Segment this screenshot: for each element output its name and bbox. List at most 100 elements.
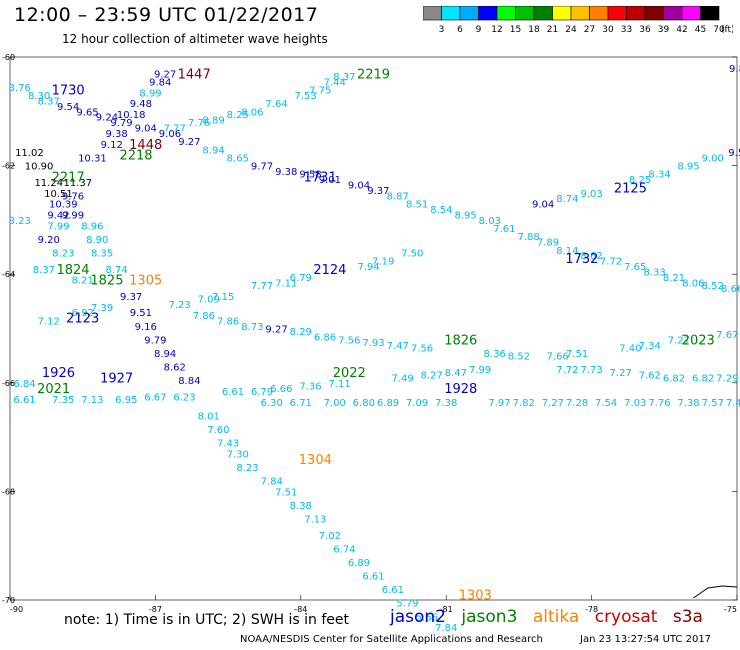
- map-frame: [9, 56, 738, 601]
- pass-time-label: 1730: [52, 84, 85, 99]
- wave-height-value: 7.29: [716, 373, 738, 384]
- wave-height-value: 7.76: [188, 118, 210, 129]
- wave-height-value: 7.94: [358, 262, 380, 273]
- wave-height-value: 8.95: [677, 162, 699, 173]
- wave-height-value: 7.73: [580, 365, 602, 376]
- wave-height-value: 8.87: [387, 191, 409, 202]
- wave-height-value: 7.86: [193, 311, 215, 322]
- lon-tick-label: -87: [149, 605, 162, 614]
- wave-height-value: 8.74: [556, 194, 578, 205]
- wave-height-value: 7.47: [387, 341, 409, 352]
- wave-height-value: 9.77: [251, 162, 273, 173]
- mission-jason3: jason3: [461, 607, 518, 627]
- wave-height-value: 9.37: [120, 292, 142, 303]
- wave-height-value: 9.01: [319, 175, 341, 186]
- wave-height-value: 7.51: [566, 349, 588, 360]
- wave-height-value: 6.82: [663, 373, 685, 384]
- wave-height-value: 8.29: [290, 327, 312, 338]
- colorbar-tick-label: 18: [528, 25, 540, 35]
- wave-height-value: 8.84: [178, 376, 200, 387]
- wave-height-value: 9.06: [159, 129, 181, 140]
- wave-height-value: 8.35: [91, 248, 113, 259]
- wave-height-value: 8.95: [454, 210, 476, 221]
- colorbar-unit: (ft): [721, 25, 733, 35]
- wave-height-value: 8.51: [406, 200, 428, 211]
- lon-tick-label: -78: [585, 605, 598, 614]
- wave-height-value: 9.38: [105, 129, 127, 140]
- pass-time-label: 2125: [614, 181, 647, 196]
- colorbar-tick-label: 39: [658, 25, 670, 35]
- wave-height-value: 7.09: [198, 295, 220, 306]
- colorbar-tick-label: 3: [439, 25, 445, 35]
- wave-height-value: 7.27: [542, 398, 564, 409]
- pass-time-label: 2023: [682, 333, 715, 348]
- pass-time-label: 1303: [459, 589, 492, 604]
- wave-height-value: 7.38: [677, 398, 699, 409]
- wave-height-value: 7.64: [265, 99, 287, 110]
- wave-height-value: 7.72: [600, 257, 622, 268]
- wave-height-value: 7.23: [169, 300, 191, 311]
- wave-height-value: 7.00: [324, 398, 346, 409]
- wave-height-value: 7.27: [610, 368, 632, 379]
- wave-height-value: 6.79: [251, 387, 273, 398]
- wave-height-value: 9.04: [135, 124, 157, 135]
- map-title: 12:00 – 23:59 UTC 01/22/2017: [14, 4, 319, 26]
- pass-time-label: 1826: [444, 333, 477, 348]
- wave-height-value: 6.89: [348, 558, 370, 569]
- colorbar-tick-label: 24: [565, 25, 577, 35]
- coastline: [693, 585, 738, 599]
- colorbar-tick-label: 6: [457, 25, 463, 35]
- wave-height-value: 9.65: [76, 107, 98, 118]
- wave-height-value: 7.43: [217, 439, 239, 450]
- colorbar-tick-label: 12: [491, 25, 502, 35]
- wave-height-value: 8.37: [38, 96, 60, 107]
- wave-height-value: 7.02: [319, 531, 341, 542]
- wave-height-value: 9.42: [47, 210, 69, 221]
- wave-height-value: 7.84: [435, 623, 457, 634]
- colorbar-tick-label: 30: [602, 25, 614, 35]
- pass-time-label: 1304: [299, 453, 332, 468]
- wave-height-value: 8.38: [290, 501, 312, 512]
- wave-height-value: 9.03: [580, 189, 602, 200]
- wave-height-value: 9.24: [96, 113, 118, 124]
- lat-tick-label: -70: [2, 596, 15, 605]
- colorbar-swatch: [700, 6, 720, 21]
- wave-height-value: 7.50: [401, 248, 423, 259]
- wave-height-value: 7.27: [668, 335, 690, 346]
- wave-height-value: 7.77: [164, 124, 186, 135]
- wave-height-value: 8.36: [484, 349, 506, 360]
- wave-height-value: 8.21: [663, 273, 685, 284]
- mission-jason2: jason2: [390, 607, 446, 627]
- mission-altika: altika: [532, 607, 580, 627]
- pass-time-label: 1305: [129, 274, 162, 289]
- wave-height-value: 6.84: [13, 379, 35, 390]
- wave-height-value: 9.04: [532, 200, 554, 211]
- wave-height-value: 9.84: [149, 77, 171, 88]
- wave-height-value: 7.15: [212, 292, 234, 303]
- wave-height-value: 8.76: [9, 83, 31, 94]
- wave-height-value: 7.36: [299, 382, 321, 393]
- lon-tick-label: -81: [440, 605, 453, 614]
- wave-height-value: 6.80: [353, 398, 375, 409]
- wave-height-value: 7.13: [81, 395, 103, 406]
- wave-height-value: 9.27: [154, 69, 176, 80]
- wave-height-value: 8.23: [236, 463, 258, 474]
- wave-height-value: 6.86: [314, 333, 336, 344]
- wave-height-value: 7.82: [513, 398, 535, 409]
- pass-time-label: 1731: [304, 170, 337, 185]
- footer-note: note: 1) Time is in UTC; 2) SWH is in fe…: [64, 612, 350, 628]
- wave-height-value: 8.34: [648, 170, 670, 181]
- wave-height-value: 6.89: [377, 398, 399, 409]
- wave-height-value: 8.52: [702, 281, 724, 292]
- wave-height-value: 7.11: [275, 278, 297, 289]
- wave-height-value: 9.20: [38, 235, 60, 246]
- wave-height-value: 7.56: [338, 335, 360, 346]
- wave-height-value: 7.34: [639, 341, 661, 352]
- pass-time-label: 2124: [313, 263, 346, 278]
- wave-height-value: 7.12: [38, 316, 60, 327]
- wave-height-value: 7.99: [47, 221, 69, 232]
- wave-height-value: 9.00: [702, 153, 724, 164]
- wave-height-value: 10.31: [78, 153, 107, 164]
- colorbar-tick-label: 21: [547, 25, 558, 35]
- mission-legend: jason2 jason3 altika cryosat s3a: [390, 607, 713, 627]
